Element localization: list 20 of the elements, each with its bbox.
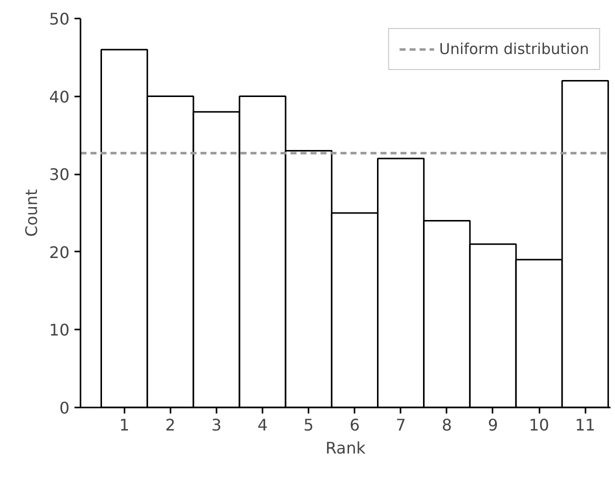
legend-label: Uniform distribution <box>439 40 589 58</box>
x-tick-label: 2 <box>165 416 176 434</box>
x-tick-label: 10 <box>528 416 550 434</box>
x-tick-label: 1 <box>119 416 130 434</box>
x-tick-label: 6 <box>350 416 360 434</box>
x-tick-label: 9 <box>488 416 498 434</box>
x-axis-title: Rank <box>326 438 366 458</box>
y-tick-label: 50 <box>49 10 70 28</box>
x-tick-label: 8 <box>442 416 452 434</box>
x-tick-label: 4 <box>257 416 268 434</box>
y-tick-label: 30 <box>49 165 70 184</box>
y-axis-title: Count <box>22 189 42 237</box>
y-tick-label: 20 <box>49 242 70 262</box>
x-tick-label: 7 <box>396 416 406 434</box>
x-tick-label: 5 <box>304 416 314 434</box>
y-tick-label: 40 <box>49 87 70 106</box>
y-tick-label: 0 <box>59 398 70 418</box>
y-tick-label: 10 <box>49 320 70 340</box>
x-tick-label: 3 <box>211 416 222 434</box>
x-tick-label: 11 <box>574 416 596 434</box>
